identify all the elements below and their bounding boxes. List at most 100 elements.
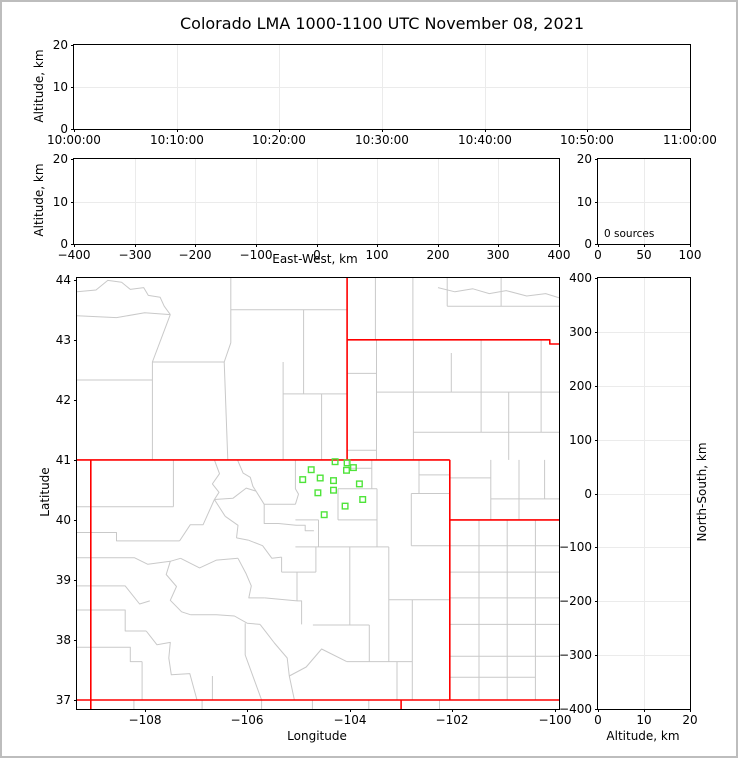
x-tick-label: 100 [678, 248, 702, 262]
station-marker [316, 474, 324, 482]
station-marker [314, 489, 322, 497]
source-histogram-panel: 0 50 100 0 10 20 0 sources [577, 152, 702, 262]
gridline [598, 386, 690, 387]
y-tick-label: 10 [52, 80, 68, 94]
x-tick-label: −104 [333, 713, 367, 727]
gridline [498, 159, 499, 244]
x-tick-mark [377, 244, 378, 247]
x-tick-mark [690, 129, 691, 132]
y-tick-label: 41 [55, 453, 71, 467]
x-tick-label: 0 [313, 248, 321, 262]
y-tick-label: 10 [52, 195, 68, 209]
y-tick-label: 0 [60, 122, 68, 136]
station-marker [359, 495, 367, 503]
ew-panel-xlabel: East-West, km [272, 252, 358, 266]
x-tick-mark [559, 244, 560, 247]
station-marker [331, 458, 339, 466]
y-tick-mark [595, 547, 598, 548]
gridline [74, 87, 690, 88]
station-marker [329, 477, 337, 485]
source-count-annotation: 0 sources [604, 228, 655, 240]
y-tick-mark [71, 87, 74, 88]
x-tick-label: −400 [57, 248, 91, 262]
y-tick-mark [71, 159, 74, 160]
x-tick-mark [256, 244, 257, 247]
x-tick-label: 100 [365, 248, 389, 262]
lma-station-markers [299, 458, 367, 519]
state-boundary-lines [77, 278, 559, 709]
x-tick-label: −200 [178, 248, 212, 262]
x-tick-label: 20 [682, 713, 698, 727]
x-tick-mark [452, 709, 453, 712]
y-tick-mark [74, 280, 77, 281]
gridline [317, 159, 318, 244]
x-tick-label: 400 [547, 248, 571, 262]
x-tick-mark [279, 129, 280, 132]
x-tick-label: 200 [426, 248, 450, 262]
x-tick-mark [485, 129, 486, 132]
y-tick-label: 38 [55, 633, 71, 647]
y-tick-mark [74, 460, 77, 461]
y-tick-label: 400 [569, 271, 592, 285]
x-tick-mark [598, 709, 599, 712]
y-tick-label: 10 [576, 195, 592, 209]
x-tick-label: −106 [230, 713, 264, 727]
y-tick-mark [71, 202, 74, 203]
y-tick-mark [74, 340, 77, 341]
station-marker [329, 486, 337, 494]
y-tick-label: 20 [52, 38, 68, 52]
station-marker [355, 480, 363, 488]
y-tick-mark [74, 580, 77, 581]
x-tick-label: 0 [594, 248, 602, 262]
y-tick-label: 0 [584, 237, 592, 251]
altitude-time-panel: 10:00:00 10:10:00 10:20:00 10:30:00 10:40:00… [47, 38, 717, 147]
x-tick-label: 300 [486, 248, 510, 262]
gridline [598, 547, 690, 548]
x-tick-mark [145, 709, 146, 712]
y-tick-label: 0 [584, 487, 592, 501]
x-tick-mark [644, 244, 645, 247]
y-tick-label: 37 [55, 693, 71, 707]
y-tick-label: 0 [60, 237, 68, 251]
gridline [438, 159, 439, 244]
x-tick-mark [177, 129, 178, 132]
y-tick-mark [595, 494, 598, 495]
ns-panel-ylabel: North-South, km [695, 442, 709, 542]
map-xlabel: Longitude [287, 729, 347, 743]
gridline [644, 278, 645, 709]
y-tick-mark [595, 159, 598, 160]
x-tick-label: −100 [239, 248, 273, 262]
y-tick-label: 39 [55, 573, 71, 587]
y-tick-mark [595, 202, 598, 203]
ns-panel-xlabel: Altitude, km [606, 729, 680, 743]
x-tick-mark [317, 244, 318, 247]
gridline [598, 202, 690, 203]
x-tick-label: −102 [435, 713, 469, 727]
x-tick-mark [690, 244, 691, 247]
gridline [644, 159, 645, 244]
y-tick-label: 200 [569, 379, 592, 393]
x-tick-mark [247, 709, 248, 712]
x-tick-label: 0 [594, 713, 602, 727]
y-tick-mark [595, 440, 598, 441]
x-tick-mark [598, 244, 599, 247]
y-tick-label: 300 [569, 325, 592, 339]
station-marker [320, 511, 328, 519]
station-marker [343, 459, 351, 467]
x-tick-label: −100 [538, 713, 572, 727]
plan-view-map-panel: −108 −106 −104 −102 −100 37 38 39 40 41 42 43 44 [56, 273, 572, 727]
y-tick-mark [595, 386, 598, 387]
y-tick-label: 44 [55, 273, 71, 287]
gridline [598, 601, 690, 602]
y-tick-label: 20 [52, 152, 68, 166]
x-tick-label: 10:30:00 [355, 133, 409, 147]
y-tick-label: 42 [55, 393, 71, 407]
y-tick-label: 40 [55, 513, 71, 527]
x-tick-mark [74, 244, 75, 247]
figure-title: Colorado LMA 1000-1100 UTC November 08, … [179, 14, 585, 33]
gridline [598, 655, 690, 656]
y-tick-label: 100 [569, 433, 592, 447]
gridline [256, 159, 257, 244]
gridline [135, 159, 136, 244]
